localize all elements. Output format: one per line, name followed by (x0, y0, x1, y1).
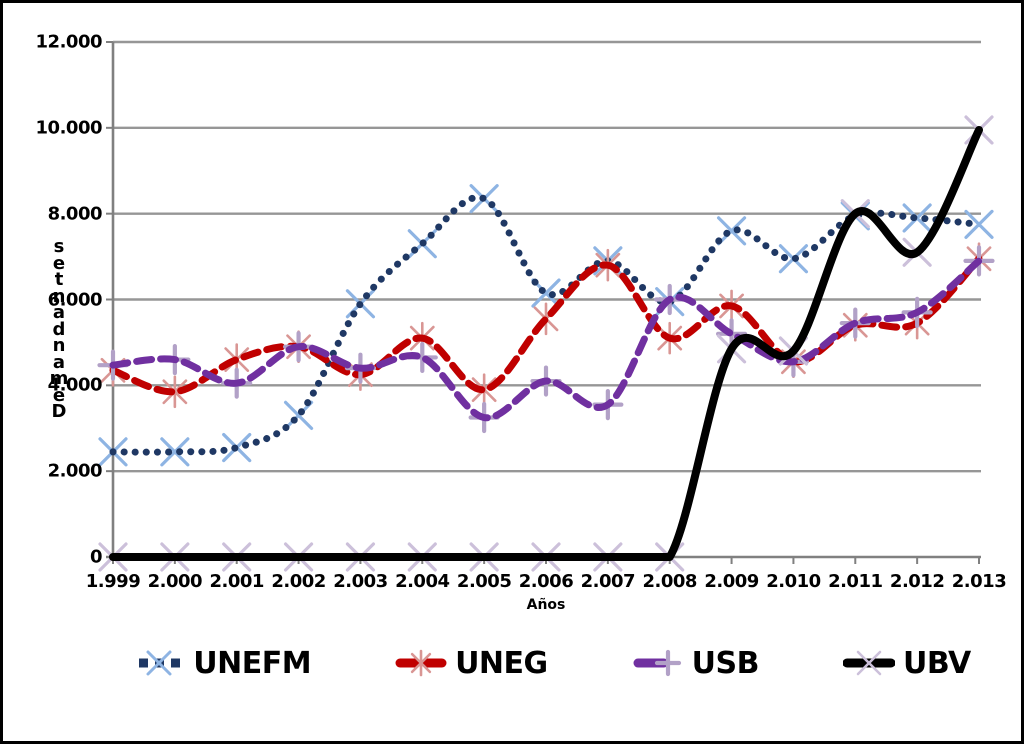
x-tick-label: 2.013 (951, 571, 1007, 592)
x-tick-label: 2.012 (889, 571, 945, 592)
x-tick-label: 2.004 (395, 571, 450, 592)
legend-label: UNEFM (193, 645, 312, 681)
series-markers-ubv (98, 115, 994, 572)
x-tick-label: 2.002 (271, 571, 326, 592)
series-markers-usb (97, 245, 995, 434)
x-axis-title: Años (526, 597, 566, 613)
y-tick-label: 12.000 (35, 31, 103, 53)
x-tick-label: 2.006 (518, 571, 574, 592)
y-axis-title-letter: n (52, 335, 66, 356)
legend-sample-ubv (843, 650, 895, 676)
x-tick-label: 2.005 (456, 571, 512, 592)
y-axis-title-letter: m (49, 368, 69, 389)
x-tick-label: 2.000 (147, 571, 203, 592)
y-tick-label: 8.000 (47, 203, 103, 225)
legend-item-usb: USB (632, 645, 760, 681)
y-axis-title-letter: e (52, 252, 66, 274)
x-tick-label: 2.009 (704, 571, 759, 592)
x-tick-label: 2.010 (766, 571, 821, 592)
y-axis-title-letter: a (52, 351, 66, 373)
y-axis-title-letter: D (51, 401, 67, 422)
legend-item-unefm: UNEFM (133, 645, 312, 681)
x-tick-label: 2.003 (333, 571, 388, 592)
y-tick-label: 2.000 (47, 460, 103, 482)
chart-legend: UNEFM UNEG USB UBV (120, 634, 984, 692)
y-axis-title-letter: t (54, 269, 64, 290)
y-axis-title-letter: a (52, 302, 66, 323)
series-line-usb (109, 257, 983, 422)
series-line-uneg (109, 255, 983, 396)
y-axis-title-letter: s (53, 236, 65, 257)
series-line-unefm (109, 193, 983, 456)
x-tick-label: 1.999 (85, 571, 141, 592)
series-line-ubv (109, 125, 983, 562)
y-axis-title-letter: n (52, 285, 66, 307)
legend-item-ubv: UBV (843, 646, 971, 681)
y-axis-title-letter: e (52, 384, 66, 406)
legend-sample-usb (633, 649, 681, 677)
y-tick-label: 10.000 (35, 117, 103, 139)
y-tick-label: 6.000 (47, 289, 103, 310)
legend-sample-unefm (139, 650, 181, 676)
y-tick-label: 0 (89, 546, 103, 568)
x-tick-label: 2.001 (209, 571, 264, 592)
x-tick-label: 2.007 (580, 571, 636, 592)
legend-label: USB (691, 645, 760, 681)
x-tick-label: 2.011 (828, 571, 883, 592)
legend-label: UBV (903, 645, 971, 681)
y-axis-title-letter: d (52, 318, 66, 340)
y-tick-label: 4.000 (47, 374, 103, 396)
legend-item-uneg: UNEG (395, 646, 548, 681)
legend-label: UNEG (455, 645, 548, 681)
legend-sample-uneg (395, 649, 447, 677)
x-tick-label: 2.008 (642, 571, 697, 592)
